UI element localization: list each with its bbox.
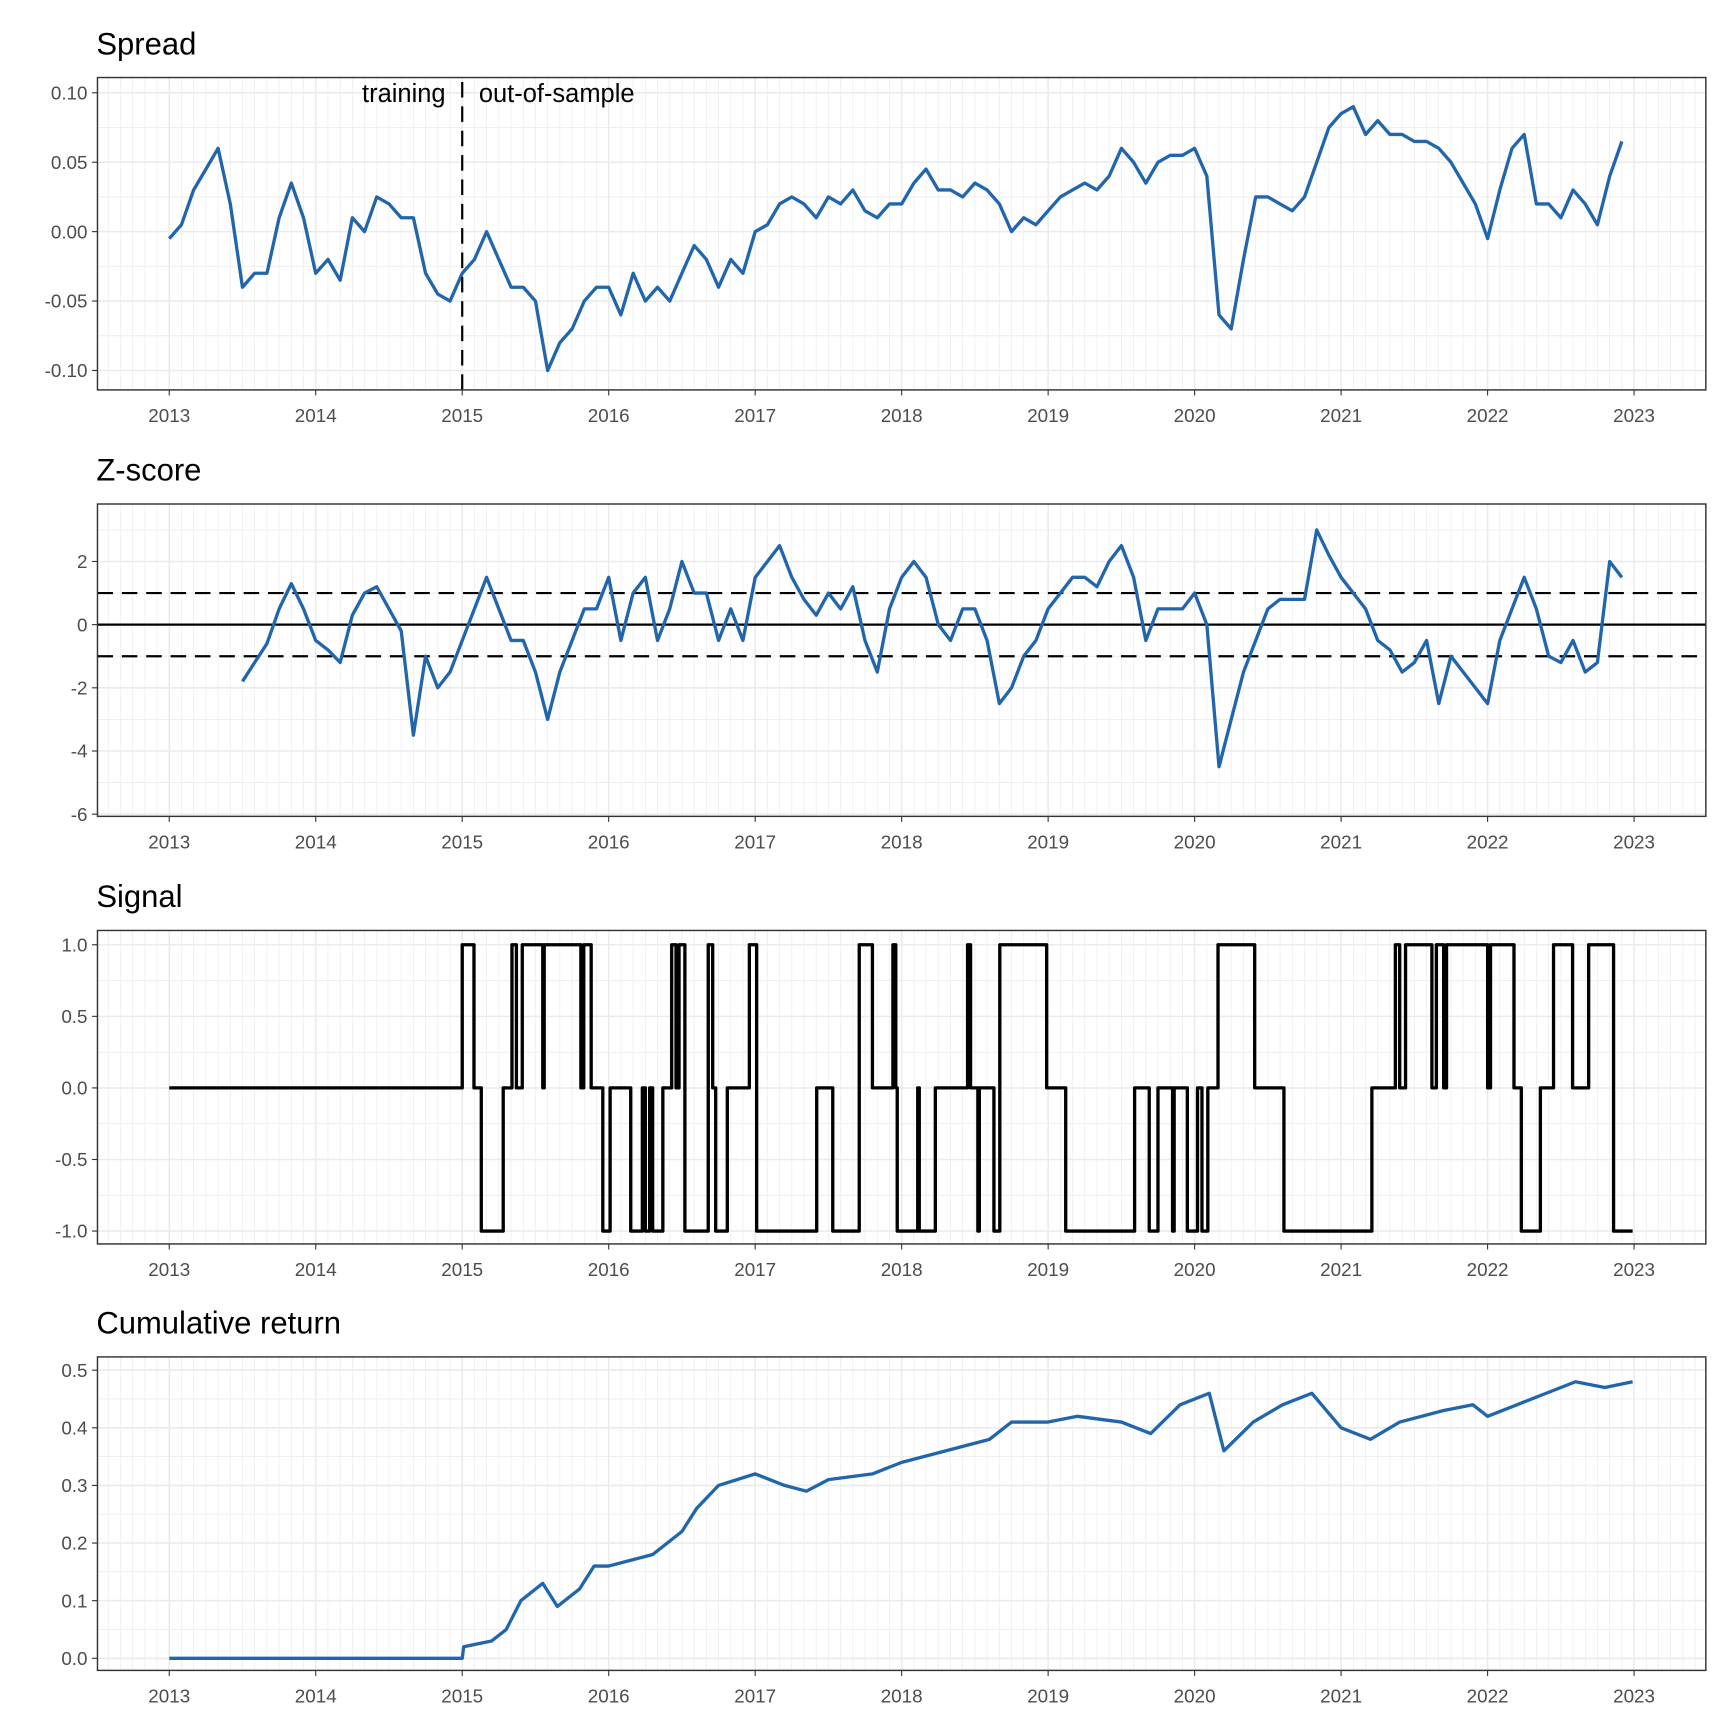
x-tick-label: 2020 <box>1174 405 1216 426</box>
x-tick-label: 2021 <box>1320 1686 1362 1707</box>
x-tick-label: 2014 <box>295 831 337 852</box>
y-tick-label: 0.00 <box>51 221 88 242</box>
y-tick-label: 0 <box>77 614 87 635</box>
x-tick-label: 2023 <box>1613 831 1655 852</box>
y-tick-label: -0.05 <box>45 291 88 312</box>
y-tick-label: 0.1 <box>61 1590 87 1611</box>
series-line <box>169 943 1633 1233</box>
x-tick-label: 2013 <box>148 405 190 426</box>
annotation-label: out-of-sample <box>479 80 635 108</box>
x-tick-label: 2022 <box>1467 831 1509 852</box>
x-tick-label: 2023 <box>1613 1686 1655 1707</box>
y-tick-label: -0.10 <box>45 360 88 381</box>
x-tick-label: 2021 <box>1320 1259 1362 1280</box>
x-tick-label: 2022 <box>1467 405 1509 426</box>
panel-signal: Signal 2013 2014 2015 2016 2017 2018 2019 2020 20… <box>55 879 1707 1280</box>
x-tick-label: 2019 <box>1027 1259 1069 1280</box>
x-tick-label: 2021 <box>1320 405 1362 426</box>
x-tick-label: 2019 <box>1027 405 1069 426</box>
y-tick-label: 0.4 <box>61 1417 87 1438</box>
x-tick-label: 2017 <box>734 831 776 852</box>
x-tick-label: 2020 <box>1174 1259 1216 1280</box>
x-tick-label: 2020 <box>1174 831 1216 852</box>
y-tick-label: 0.0 <box>61 1078 87 1099</box>
x-tick-label: 2013 <box>148 831 190 852</box>
x-tick-label: 2018 <box>881 405 923 426</box>
y-tick-label: 2 <box>77 551 87 572</box>
x-tick-label: 2017 <box>734 1259 776 1280</box>
x-tick-label: 2018 <box>881 831 923 852</box>
x-tick-label: 2023 <box>1613 1259 1655 1280</box>
annotation-label: training <box>362 80 446 108</box>
x-tick-label: 2015 <box>441 405 483 426</box>
x-tick-label: 2022 <box>1467 1259 1509 1280</box>
y-tick-label: -2 <box>71 677 88 698</box>
y-tick-label: 0.05 <box>51 152 88 173</box>
chart-title: Spread <box>96 26 196 61</box>
x-tick-label: 2018 <box>881 1259 923 1280</box>
x-tick-label: 2020 <box>1174 1686 1216 1707</box>
x-tick-label: 2018 <box>881 1686 923 1707</box>
x-tick-label: 2017 <box>734 405 776 426</box>
series-line <box>168 105 1624 373</box>
x-tick-label: 2014 <box>295 405 337 426</box>
x-tick-label: 2016 <box>588 405 630 426</box>
x-tick-label: 2013 <box>148 1259 190 1280</box>
chart-title: Cumulative return <box>96 1306 341 1341</box>
panel-cumulative-return: Cumulative return 2013 2014 2015 2016 2017 201… <box>61 1306 1707 1707</box>
panel-border <box>96 1356 1707 1672</box>
x-tick-label: 2013 <box>148 1686 190 1707</box>
y-tick-label: 0.0 <box>61 1648 87 1669</box>
x-tick-label: 2022 <box>1467 1686 1509 1707</box>
y-tick-label: 0.10 <box>51 82 88 103</box>
panel-border <box>96 929 1707 1245</box>
x-tick-label: 2017 <box>734 1686 776 1707</box>
series-line <box>169 1380 1633 1660</box>
y-tick-label: -4 <box>71 741 88 762</box>
y-tick-label: -1.0 <box>55 1221 87 1242</box>
x-tick-label: 2015 <box>441 1259 483 1280</box>
x-tick-label: 2014 <box>295 1259 337 1280</box>
panel-border <box>96 503 1707 818</box>
y-tick-label: -6 <box>71 804 88 825</box>
y-tick-label: -0.5 <box>55 1149 87 1170</box>
x-tick-label: 2023 <box>1613 405 1655 426</box>
x-tick-label: 2019 <box>1027 1686 1069 1707</box>
y-tick-label: 0.5 <box>61 1006 87 1027</box>
x-tick-label: 2021 <box>1320 831 1362 852</box>
x-tick-label: 2014 <box>295 1686 337 1707</box>
series-line <box>241 528 1624 769</box>
y-tick-label: 0.3 <box>61 1475 87 1496</box>
panel-spread: Spread 2013 2014 2015 2016 2017 2018 2019 2020 20… <box>45 26 1707 426</box>
x-tick-label: 2016 <box>588 831 630 852</box>
x-tick-label: 2019 <box>1027 831 1069 852</box>
y-tick-label: 0.5 <box>61 1360 87 1381</box>
x-tick-label: 2015 <box>441 831 483 852</box>
panel-border <box>96 76 1707 391</box>
x-tick-label: 2016 <box>588 1259 630 1280</box>
y-tick-label: 0.2 <box>61 1533 87 1554</box>
chart-title: Z-score <box>96 453 201 488</box>
chart-title: Signal <box>96 879 182 914</box>
x-tick-label: 2015 <box>441 1686 483 1707</box>
y-tick-label: 1.0 <box>61 934 87 955</box>
x-tick-label: 2016 <box>588 1686 630 1707</box>
